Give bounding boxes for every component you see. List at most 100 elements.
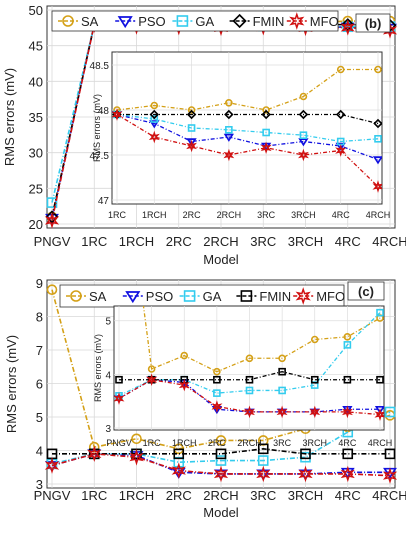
legend-label: GA bbox=[195, 14, 214, 29]
x-tick-label: 1RCH bbox=[119, 234, 154, 249]
inset-data-point-sa bbox=[262, 106, 270, 114]
legend: SA PSO GA FMIN MFO bbox=[51, 10, 339, 32]
inset-data-point-sa bbox=[187, 106, 196, 114]
inset-series bbox=[112, 65, 382, 193]
inset-x-tick-label: 3RCH bbox=[302, 438, 327, 448]
series-line-ga bbox=[51, 411, 391, 465]
inset-x-tick-label: PNGV bbox=[106, 438, 132, 448]
inset-data-point-ga bbox=[343, 341, 352, 349]
inset-data-point-pso bbox=[374, 405, 384, 415]
legend-box bbox=[51, 10, 339, 32]
inset-x-tick-label: 2RCH bbox=[217, 210, 242, 220]
x-tick-label: 4RC bbox=[335, 234, 361, 249]
legend: SA PSO GA FMIN MFO bbox=[59, 284, 345, 308]
inset-y-tick-label: 3 bbox=[105, 424, 111, 435]
inset-data-point-mfo bbox=[309, 405, 321, 419]
x-tick-label: 2RC bbox=[166, 234, 192, 249]
x-tick-label: 1RCH bbox=[119, 488, 154, 503]
data-point-mfo bbox=[298, 465, 313, 483]
inset-y-tick-label: 47 bbox=[98, 196, 110, 207]
x-tick-label: 1RC bbox=[81, 234, 107, 249]
data-point-fmin bbox=[300, 448, 311, 460]
data-point-ga bbox=[257, 455, 269, 466]
inset-data-point-sa bbox=[213, 367, 221, 376]
inset-series-line-pso bbox=[118, 379, 380, 413]
data-point-fmin bbox=[173, 448, 185, 460]
x-tick-label: 4RCH bbox=[372, 234, 406, 249]
data-point-mfo bbox=[340, 465, 355, 483]
inset-data-point-fmin bbox=[115, 375, 123, 384]
legend-label: PSO bbox=[146, 289, 173, 304]
inset-data-point-fmin bbox=[213, 375, 221, 384]
data-point-fmin bbox=[384, 448, 396, 460]
inset-series-line-sa bbox=[116, 68, 378, 111]
y-axis-label: RMS errors (mV) bbox=[4, 335, 19, 433]
x-tick-label: 3RC bbox=[250, 234, 276, 249]
chart-panel-1: 3 4 5 6 7 8 9 PNGV 1RC 1RCH 2RC 2RCH 3RC 3RCH 4RC 4RCH M… bbox=[4, 276, 406, 520]
legend-label: PSO bbox=[138, 14, 165, 29]
inset-data-point-fmin bbox=[278, 367, 286, 376]
inset-data-point-sa bbox=[336, 65, 345, 74]
panel-label-box bbox=[347, 281, 385, 301]
inset-data-point-sa bbox=[310, 335, 319, 344]
y-tick-label: 3 bbox=[36, 477, 43, 492]
x-axis-label: Model bbox=[203, 252, 239, 267]
legend-label: GA bbox=[203, 289, 222, 304]
inset-data-point-ga bbox=[187, 124, 196, 132]
inset-series-line-mfo bbox=[118, 379, 381, 416]
data-point-ga bbox=[46, 197, 58, 208]
inset-series bbox=[114, 306, 384, 421]
inset-data-point-mfo bbox=[276, 405, 288, 419]
data-point-fmin bbox=[215, 448, 227, 460]
data-point-sa bbox=[215, 435, 227, 446]
inset-x-tick-label: 3RC bbox=[273, 438, 292, 448]
inset-series-line-ga bbox=[118, 312, 381, 397]
y-tick-label: 50 bbox=[29, 3, 43, 18]
data-point-sa bbox=[88, 441, 100, 453]
data-point-ga bbox=[384, 406, 396, 418]
inset-y-tick-label: 5 bbox=[105, 317, 111, 328]
panel-label-box bbox=[355, 13, 391, 33]
inset-data-point-ga bbox=[225, 126, 233, 134]
inset-data-point-sa bbox=[180, 351, 189, 360]
panel-label: (c) bbox=[358, 284, 374, 299]
inset-data-point-sa bbox=[245, 354, 254, 363]
legend-marker-mfo bbox=[295, 287, 311, 305]
inset-frame bbox=[111, 51, 383, 205]
inset-data-point-ga bbox=[262, 128, 270, 137]
y-tick-label: 30 bbox=[29, 146, 43, 161]
inset-series-line-mfo bbox=[116, 113, 379, 187]
inset-data-point-mfo bbox=[146, 373, 158, 386]
series-line-mfo bbox=[51, 453, 391, 477]
inset-data-point-mfo bbox=[372, 180, 382, 193]
inset-x-tick-label: 4RCH bbox=[368, 438, 393, 448]
data-point-sa bbox=[46, 284, 58, 296]
inset-data-point-fmin bbox=[376, 375, 384, 384]
inset-data-point-sa bbox=[343, 333, 352, 341]
y-tick-label: 9 bbox=[36, 276, 43, 291]
inset-data-point-ga bbox=[299, 131, 308, 139]
inset-data-point-mfo bbox=[211, 400, 223, 413]
inset-data-point-fmin bbox=[245, 375, 254, 384]
inset-data-point-ga bbox=[213, 389, 221, 397]
data-point-mfo bbox=[256, 465, 271, 483]
inset-data-point-fmin bbox=[298, 109, 309, 120]
inset-data-point-sa bbox=[225, 99, 233, 107]
inset-x-tick-label: 1RCH bbox=[172, 438, 197, 448]
x-tick-label: 2RCH bbox=[203, 488, 238, 503]
data-point-fmin bbox=[341, 18, 355, 32]
inset-y-axis-label: RMS errors (mV) bbox=[92, 94, 102, 162]
y-tick-label: 4 bbox=[36, 444, 43, 459]
inset-series-line-ga bbox=[116, 113, 379, 143]
inset-x-tick-label: 1RC bbox=[108, 210, 127, 220]
inset-y-tick-label: 48.5 bbox=[90, 61, 110, 72]
legend-marker-ga bbox=[176, 15, 189, 27]
inset-data-point-ga bbox=[374, 135, 382, 143]
inset-data-point-pso bbox=[186, 138, 197, 147]
x-tick-label: PNGV bbox=[34, 234, 71, 249]
inset-data-point-mfo bbox=[298, 148, 309, 162]
inset-series-line-fmin bbox=[117, 113, 379, 125]
y-tick-label: 6 bbox=[36, 377, 43, 392]
